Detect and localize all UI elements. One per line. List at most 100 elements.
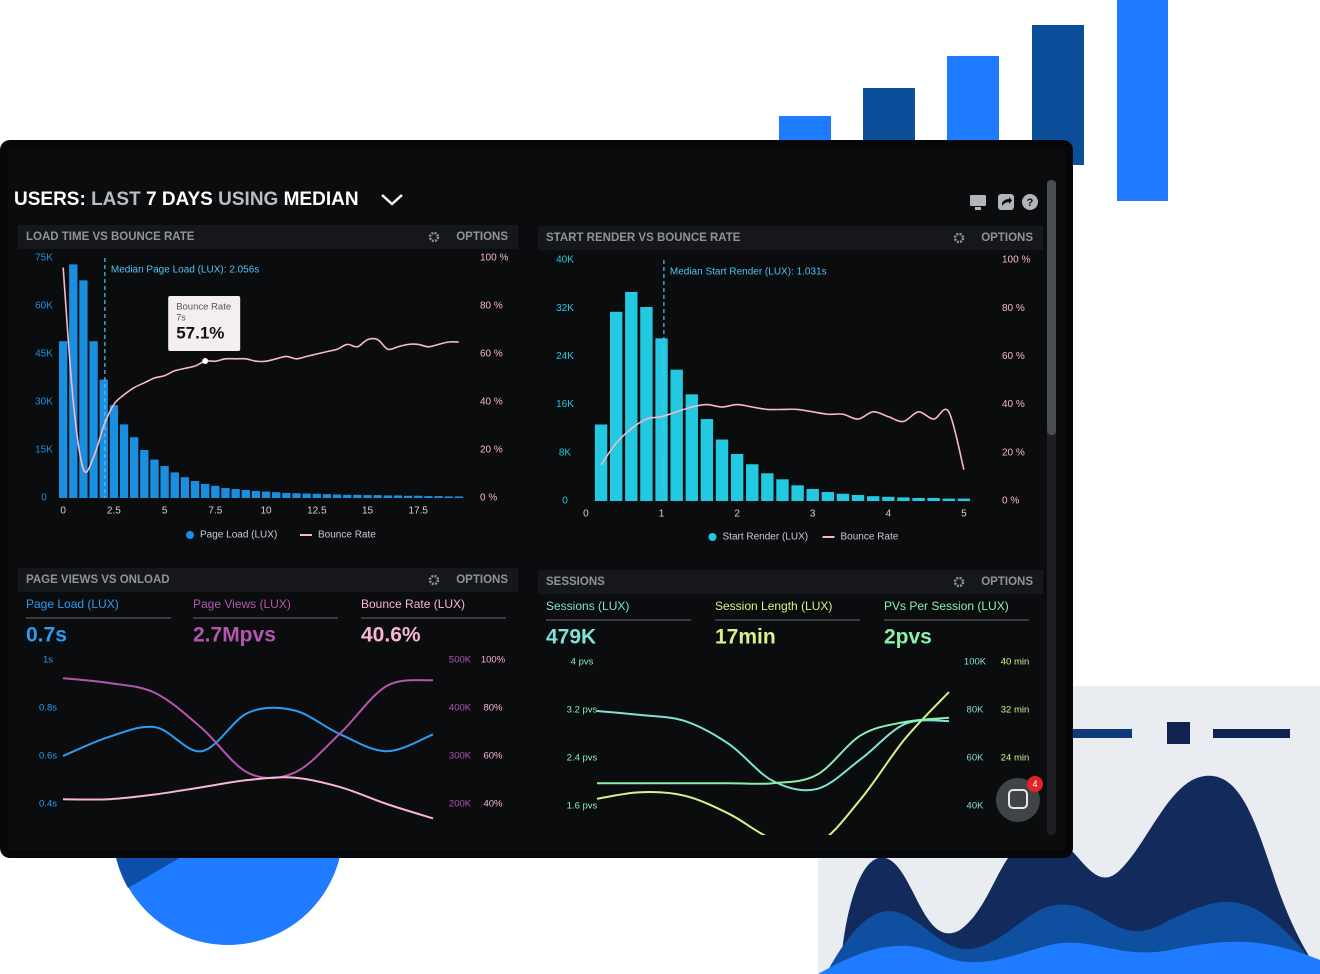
options-button[interactable]: OPTIONS xyxy=(981,232,1033,244)
bar xyxy=(373,495,382,498)
panel-title: LOAD TIME VS BOUNCE RATE xyxy=(26,231,195,243)
x-tick-label: 17.5 xyxy=(409,506,429,517)
series-line xyxy=(62,706,434,757)
tooltip-value: 57.1% xyxy=(176,323,224,342)
series-line xyxy=(597,716,950,785)
x-tick-label: 0 xyxy=(60,506,66,517)
bar xyxy=(332,494,342,498)
bar xyxy=(79,280,88,498)
bar xyxy=(343,494,352,498)
kpi-name: Bounce Rate (LUX) xyxy=(361,597,465,611)
bar xyxy=(160,466,169,498)
bar xyxy=(700,419,714,501)
x-tick-label: 15 xyxy=(362,506,374,517)
bar xyxy=(821,491,835,501)
y-tick-label: 4 pvs xyxy=(571,657,594,668)
y-tick-label: 0.8s xyxy=(39,703,57,714)
series-line xyxy=(62,776,434,820)
help-icon[interactable]: ? xyxy=(1022,194,1038,210)
y-tick-label: 8K xyxy=(559,447,572,458)
bar xyxy=(221,488,230,498)
y-tick-label: 40K xyxy=(556,255,574,266)
chat-button[interactable]: 4 xyxy=(996,776,1043,822)
y-tick-label: 75K xyxy=(35,253,53,264)
bar xyxy=(791,485,804,501)
bar xyxy=(685,394,698,501)
tooltip-x: 7s xyxy=(176,312,186,322)
series-line xyxy=(596,691,950,835)
y2-tick-label: 60 % xyxy=(480,349,503,360)
bar xyxy=(383,495,392,498)
y-tick-label: 0 xyxy=(562,496,568,507)
bar xyxy=(866,496,880,501)
bar xyxy=(609,311,623,501)
bar xyxy=(670,369,683,501)
legend-label: Start Render (LUX) xyxy=(723,532,809,543)
bar xyxy=(434,496,443,498)
dashboard-screen xyxy=(8,148,1065,850)
options-button[interactable]: OPTIONS xyxy=(456,231,508,243)
dashboard-title: USERS: LAST 7 DAYS USING MEDIAN xyxy=(14,189,359,210)
y2-tick-label: 40 % xyxy=(1002,399,1025,410)
panel-title: SESSIONS xyxy=(546,576,605,588)
bar xyxy=(99,379,108,498)
bar xyxy=(211,485,220,498)
bar xyxy=(640,306,653,501)
bar xyxy=(292,493,301,498)
bar xyxy=(241,490,250,498)
title-part: LAST xyxy=(91,189,141,210)
options-button[interactable]: OPTIONS xyxy=(981,576,1033,588)
title-part: USERS: xyxy=(14,189,86,210)
charts: LOAD TIME VS BOUNCE RATE OPTIONS015K30K45… xyxy=(18,225,1043,835)
toolbar: ? xyxy=(970,194,1038,210)
y2-tick-label: 0 % xyxy=(480,493,497,504)
y3-tick-label: 32 min xyxy=(1001,705,1030,716)
bar xyxy=(655,338,668,501)
y2-tick-label: 0 % xyxy=(1002,496,1019,507)
title-part[interactable]: MEDIAN xyxy=(284,189,359,210)
bar xyxy=(272,492,281,498)
legend-label: Bounce Rate xyxy=(841,532,899,543)
gear-icon xyxy=(953,232,965,244)
y-tick-label: 32K xyxy=(556,303,574,314)
bar xyxy=(393,495,403,498)
y2-tick-label: 80 % xyxy=(1002,303,1025,314)
y3-tick-label: 40% xyxy=(483,799,503,810)
bar xyxy=(942,498,955,501)
x-tick-label: 3 xyxy=(810,509,816,520)
share-icon[interactable] xyxy=(998,194,1014,210)
legend-label: Bounce Rate xyxy=(318,530,376,541)
tooltip-name: Bounce Rate xyxy=(176,301,231,312)
series-line xyxy=(596,709,950,792)
bar xyxy=(836,493,850,501)
y3-tick-label: 40 min xyxy=(1001,657,1030,668)
options-button[interactable]: OPTIONS xyxy=(456,574,508,586)
median-annotation: Median Page Load (LUX): 2.056s xyxy=(111,265,259,276)
y-tick-label: 30K xyxy=(35,397,53,408)
y2-tick-label: 100 % xyxy=(1002,255,1030,266)
y2-tick-label: 80 % xyxy=(480,301,503,312)
y-tick-label: 45K xyxy=(35,349,53,360)
dropdown-chevron[interactable] xyxy=(381,194,403,206)
bar xyxy=(58,341,68,498)
y-tick-label: 0 xyxy=(41,493,47,504)
y3-tick-label: 80% xyxy=(483,703,503,714)
series-line xyxy=(62,677,434,780)
y-tick-label: 1s xyxy=(43,655,53,666)
y2-tick-label: 100K xyxy=(964,657,987,668)
scrollbar-thumb[interactable] xyxy=(1047,180,1056,435)
x-tick-label: 4 xyxy=(886,509,892,520)
bar xyxy=(89,341,98,498)
y3-tick-label: 60% xyxy=(483,751,503,762)
kpi-name: PVs Per Session (LUX) xyxy=(884,599,1009,613)
monitor-icon[interactable] xyxy=(970,195,986,210)
decor-dash xyxy=(1072,729,1132,738)
title-part: USING xyxy=(218,189,278,210)
panel-header xyxy=(18,568,518,592)
bar xyxy=(312,493,321,498)
bar xyxy=(363,495,372,498)
kpi-name: Page Load (LUX) xyxy=(26,597,119,611)
bar xyxy=(957,498,971,501)
plot-area xyxy=(596,691,950,835)
kpi-value: 40.6% xyxy=(361,624,421,647)
